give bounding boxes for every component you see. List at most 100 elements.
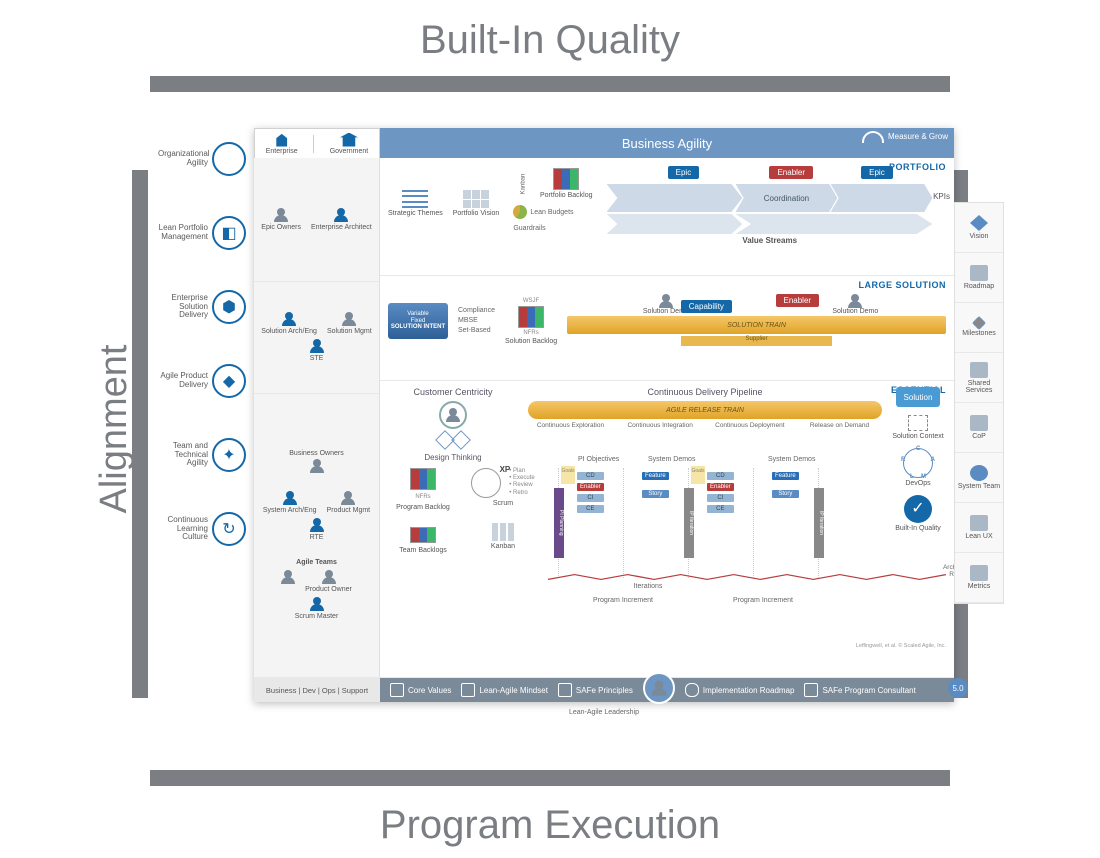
role-item: Enterprise Architect bbox=[311, 208, 372, 231]
role-item bbox=[281, 570, 295, 593]
program-increment-label: Program Increment bbox=[698, 597, 828, 604]
goals: Goals bbox=[691, 466, 705, 484]
pi-item: CI bbox=[707, 494, 734, 502]
system-demos-label: System Demos bbox=[768, 456, 815, 463]
version-badge: 5.0 bbox=[948, 678, 968, 698]
competency-row: Lean Portfolio Management◧ bbox=[158, 216, 250, 250]
roles-portfolio: Epic Owners Enterprise Architect bbox=[254, 158, 379, 282]
pi-item: Enabler bbox=[707, 483, 734, 491]
ip-iteration: IP Iteration bbox=[814, 488, 824, 558]
pi-item: CI bbox=[577, 494, 604, 502]
role-label: Enterprise Architect bbox=[311, 224, 372, 231]
label: Scrum bbox=[493, 500, 513, 507]
competency-label: Team and Technical Agility bbox=[158, 442, 208, 468]
competency-row: Team and Technical Agility✦ bbox=[158, 438, 250, 472]
label: Built-In Quality bbox=[895, 525, 941, 532]
enterprise-item: Enterprise bbox=[266, 133, 298, 155]
palette-item: Shared Services bbox=[955, 353, 1003, 403]
cop-icon bbox=[970, 415, 988, 431]
label: Continuous Deployment bbox=[707, 423, 792, 430]
frame-bar-left bbox=[132, 170, 148, 698]
capability-tag: Capability bbox=[681, 300, 732, 313]
role-label: Solution Arch/Eng bbox=[261, 328, 317, 335]
devops-letter: C bbox=[916, 446, 920, 452]
value-streams-label: Value Streams bbox=[742, 236, 797, 245]
kanban-icon bbox=[410, 527, 436, 543]
enterprise-icon bbox=[273, 133, 291, 147]
competency-row: Organizational Agility bbox=[158, 142, 250, 176]
role-label: Product Mgmt bbox=[327, 507, 371, 514]
label: Release on Demand bbox=[797, 423, 882, 430]
devops-letter: R bbox=[901, 457, 905, 463]
competency-label: Lean Portfolio Management bbox=[158, 224, 208, 242]
pi-item: CD bbox=[577, 472, 604, 480]
ip-iteration: IP Iteration bbox=[684, 488, 694, 558]
competency-row: Continuous Learning Culture↻ bbox=[158, 512, 250, 546]
role-item: Product Owner bbox=[305, 570, 352, 593]
role-label: Solution Mgmt bbox=[327, 328, 372, 335]
gauge-icon bbox=[862, 131, 884, 143]
person-icon bbox=[310, 339, 324, 353]
palette-item: Roadmap bbox=[955, 253, 1003, 303]
context-icon bbox=[908, 415, 928, 431]
competency-label: Continuous Learning Culture bbox=[158, 516, 208, 542]
pi-column: IP Iteration bbox=[818, 468, 838, 578]
roles-large-solution: Solution Arch/Eng Solution Mgmt STE bbox=[254, 282, 379, 394]
level-tag-large-solution: LARGE SOLUTION bbox=[859, 280, 947, 290]
scrum-xp: XP • Plan • Execute • Review • Retro Scr… bbox=[468, 468, 538, 608]
solution-context: Solution Context bbox=[892, 415, 943, 440]
compliance-list: Compliance MBSE Set-Based bbox=[458, 306, 495, 335]
nfrs-label: NFRs bbox=[523, 330, 538, 336]
vision-icon bbox=[463, 190, 489, 208]
role-item: RTE bbox=[310, 518, 324, 541]
metrics-icon bbox=[970, 565, 988, 581]
palette-item: Metrics bbox=[955, 553, 1003, 603]
palette-item: Lean UX bbox=[955, 503, 1003, 553]
competency-icon: ↻ bbox=[212, 512, 246, 546]
pi-item: Story bbox=[772, 490, 799, 498]
supplier-bar: Supplier bbox=[681, 336, 833, 346]
label: Metrics bbox=[968, 583, 991, 590]
role-item: Epic Owners bbox=[261, 208, 301, 231]
portfolio-backlog: Portfolio Backlog bbox=[540, 168, 593, 199]
nfrs-label: NFRs bbox=[415, 494, 430, 500]
person-icon bbox=[274, 208, 288, 222]
pi-item: CD bbox=[707, 472, 734, 480]
label: Compliance bbox=[458, 306, 495, 316]
label: Solution Demo bbox=[832, 308, 878, 315]
footer-item: Core Values bbox=[390, 683, 451, 697]
label: Implementation Roadmap bbox=[703, 686, 795, 695]
panel-body: Epic Owners Enterprise Architect Solutio… bbox=[254, 158, 954, 678]
label: Roadmap bbox=[964, 283, 994, 290]
spanning-palette: Vision Roadmap Milestones Shared Service… bbox=[954, 202, 1004, 604]
leader-caption: Lean-Agile Leadership bbox=[569, 709, 639, 716]
person-icon bbox=[283, 491, 297, 505]
pi-column: Feature Story bbox=[753, 468, 813, 578]
person-icon bbox=[342, 312, 356, 326]
wsjf-label: WSJF bbox=[523, 298, 539, 304]
competency-row: Agile Product Delivery◆ bbox=[158, 364, 250, 398]
strategic-themes: Strategic Themes bbox=[388, 190, 443, 217]
label: SAFe Program Consultant bbox=[822, 686, 915, 695]
competency-label: Agile Product Delivery bbox=[158, 372, 208, 390]
label: Strategic Themes bbox=[388, 210, 443, 217]
label: Milestones bbox=[962, 330, 995, 337]
goals: Goals bbox=[561, 466, 575, 484]
business-agility-header: Business Agility Measure & Grow bbox=[380, 128, 954, 158]
customer-icon bbox=[439, 401, 467, 429]
person-icon bbox=[310, 597, 324, 611]
budget-icon bbox=[513, 205, 527, 219]
role-item: Solution Mgmt bbox=[327, 312, 372, 335]
government-label: Government bbox=[330, 148, 369, 155]
role-item: Scrum Master bbox=[295, 597, 339, 620]
role-label: Product Owner bbox=[305, 586, 352, 593]
palette-item: System Team bbox=[955, 453, 1003, 503]
person-icon bbox=[322, 570, 336, 584]
divider bbox=[313, 135, 314, 153]
label: Kanban bbox=[491, 543, 515, 550]
competency-icon: ◧ bbox=[212, 216, 246, 250]
vs-arrow: Coordination bbox=[736, 184, 838, 212]
label: AGILE RELEASE TRAIN bbox=[666, 407, 744, 414]
competency-label: Enterprise Solution Delivery bbox=[158, 294, 208, 320]
label: Lean UX bbox=[965, 533, 992, 540]
